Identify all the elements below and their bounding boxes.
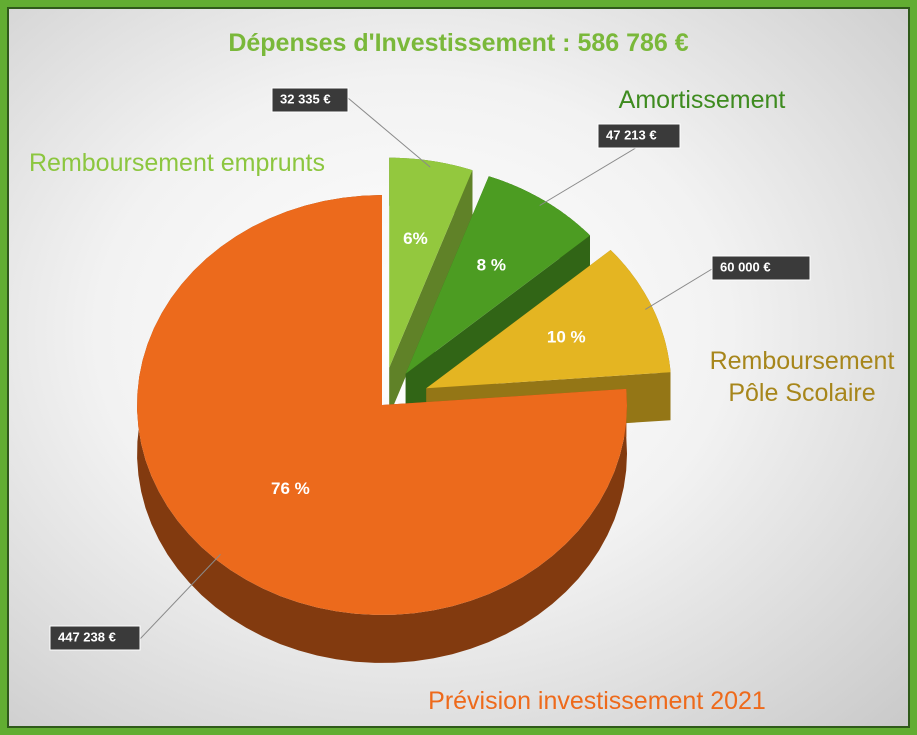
value-label: 32 335 € xyxy=(280,91,331,106)
pie-slice xyxy=(137,195,627,663)
percent-label: 6% xyxy=(403,229,428,248)
value-box xyxy=(271,87,349,113)
value-box xyxy=(597,123,681,149)
leader-line xyxy=(347,97,431,168)
slice-top xyxy=(137,195,627,615)
value-label: 447 238 € xyxy=(58,629,116,644)
leader-line xyxy=(645,268,713,310)
slice-top xyxy=(405,176,590,374)
percent-label: 76 % xyxy=(271,479,310,498)
value-box xyxy=(49,625,141,651)
value-label: 47 213 € xyxy=(606,127,657,142)
slice-top xyxy=(426,250,671,389)
pie-slice xyxy=(389,157,473,416)
slice-wall xyxy=(389,170,473,416)
value-label: 60 000 € xyxy=(720,259,771,274)
slice-top xyxy=(389,157,473,368)
category-label: Amortissement xyxy=(618,86,786,114)
leader-line xyxy=(539,145,640,206)
category-label: Prévision investissement 2021 xyxy=(428,687,766,715)
percent-label: 10 % xyxy=(547,327,586,346)
category-label: Remboursement Pôle Scolaire xyxy=(709,347,895,407)
chart-title: Dépenses d'Investissement : 586 786 € xyxy=(228,29,689,57)
percent-label: 8 % xyxy=(477,256,506,275)
category-label: Remboursement emprunts xyxy=(29,149,325,177)
value-box xyxy=(711,255,811,281)
leader-line xyxy=(139,554,221,640)
